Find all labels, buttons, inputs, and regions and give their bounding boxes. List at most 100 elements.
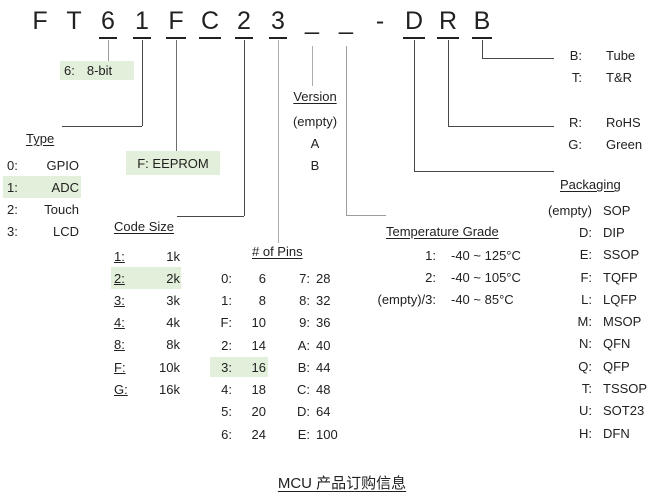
packaging-value: MSOP [603,314,642,330]
code-size-row-highlighted: 2: 2k [111,267,181,290]
part-number-slot: B [465,6,499,42]
packaging-row: (empty) SOP [540,199,647,221]
packaging-row: T: TSSOP [540,377,647,399]
pins-key: F: [220,315,232,331]
pins-row: 2: 14 A: 40 [210,334,338,356]
temperature-list: 1: -40 ~ 125°C 2: -40 ~ 105°C (empty)/3: -4… [356,245,521,310]
carrier-value: T&R [606,69,632,85]
temperature-key: (empty)/3: [377,291,436,307]
connector-3-vline [278,40,279,243]
rohs-value: RoHS [606,114,641,130]
code-size-key: F: [114,359,126,375]
version-heading: Version [293,89,337,104]
pins-key: 1: [221,292,232,308]
carrier-key: T: [571,69,582,85]
connector-f-vline [176,40,177,152]
part-number-placeholder: _ [305,7,319,35]
part-number-char: F [32,7,48,35]
pins-list: 0: 6 7: 28 1: 8 8: 32 F: 10 9: 36 2: 14 A: 40 3: 16 B:… [210,267,338,445]
part-number-slot: 6 [91,6,125,42]
version-value: A [310,135,320,151]
part-number-char: T [66,7,82,35]
code-size-row: F: 10k [111,356,181,378]
part-number-slot: - [363,6,397,42]
connector-1-hline [62,126,142,127]
pins-key: 5: [221,404,232,420]
version-item: (empty) [285,110,345,132]
connector-6-vline [108,40,109,62]
packaging-key: F: [580,269,592,285]
pins-key: 6: [221,426,232,442]
part-number-slot: 3 [261,6,295,42]
pins-pair: F: 10 [210,313,268,333]
part-number-slot: R [431,6,465,42]
version-item: B [285,154,345,176]
type-value: ADC [51,179,79,195]
packaging-key: U: [579,403,592,419]
pins-row: 5: 20 D: 64 [210,401,338,423]
packaging-value: SSOP [603,247,640,263]
bit-width-value: 8-bit [86,63,113,78]
packaging-row: Q: QFP [540,355,647,377]
code-size-row: 4: 4k [111,312,181,334]
pins-key: B: [297,359,310,375]
packaging-row: F: TQFP [540,266,647,288]
packaging-row: M: MSOP [540,310,647,332]
pins-key: 2: [221,337,232,353]
code-size-heading: Code Size [114,219,174,234]
version-value: (empty) [292,113,338,129]
type-key: 0: [7,157,18,173]
rohs-key: G: [568,136,582,152]
pins-key: 7: [299,270,310,286]
pins-pair: 0: 6 [210,268,268,288]
pins-value: 24 [251,426,266,442]
temperature-row: (empty)/3: -40 ~ 85°C [356,288,521,310]
pins-value: 16 [251,359,266,375]
packaging-key: Q: [578,358,592,374]
pins-pair: 6: 24 [210,424,268,444]
packaging-key: H: [579,425,592,441]
part-number-dash: - [375,7,385,35]
temperature-key: 2: [425,270,436,286]
code-size-key: G: [114,381,128,397]
pins-pair-highlighted: 3: 16 [210,357,268,378]
connector-r-hline [448,126,554,127]
rohs-key: R: [569,114,582,130]
pins-key: 0: [221,270,232,286]
packaging-value: QFN [603,336,631,352]
pins-value: 64 [316,404,331,420]
part-number-char: C [198,6,222,39]
connector-d-hline [414,171,554,172]
pins-value: 8 [258,292,266,308]
type-value: GPIO [46,157,79,173]
temperature-row: 2: -40 ~ 105°C [356,267,521,289]
part-number-slot: 2 [227,6,261,42]
type-row: 0: GPIO [3,154,81,176]
connector-2-hline [177,216,244,217]
packaging-value: DFN [603,425,630,441]
packaging-row: D: DIP [540,221,647,243]
carrier-row: B: Tube [560,44,635,66]
pins-pair: 2: 14 [210,335,268,355]
connector-temp-vline [346,46,347,215]
packaging-key: L: [581,291,592,307]
pins-key: 3: [221,359,232,375]
pins-row: 4: 18 C: 48 [210,378,338,400]
packaging-key: M: [577,314,592,330]
pins-row: 0: 6 7: 28 [210,267,338,289]
connector-2-vline [244,40,245,216]
carrier-value: Tube [606,47,636,63]
type-row: 3: LCD [3,220,81,242]
code-size-row: 1: 1k [111,245,181,267]
pins-key: 8: [299,292,310,308]
bit-width-key: 6: [64,63,75,78]
packaging-row: U: SOT23 [540,400,647,422]
packaging-row: E: SSOP [540,244,647,266]
connector-1-vline [142,40,143,126]
carrier-list: B: Tube T: T&R [560,44,635,88]
code-size-key: 3: [114,292,125,308]
part-number: F T 6 1 F C 2 3 _ _ - D R B [23,6,499,42]
rohs-row: G: Green [560,133,642,155]
temperature-key: 1: [425,248,436,264]
